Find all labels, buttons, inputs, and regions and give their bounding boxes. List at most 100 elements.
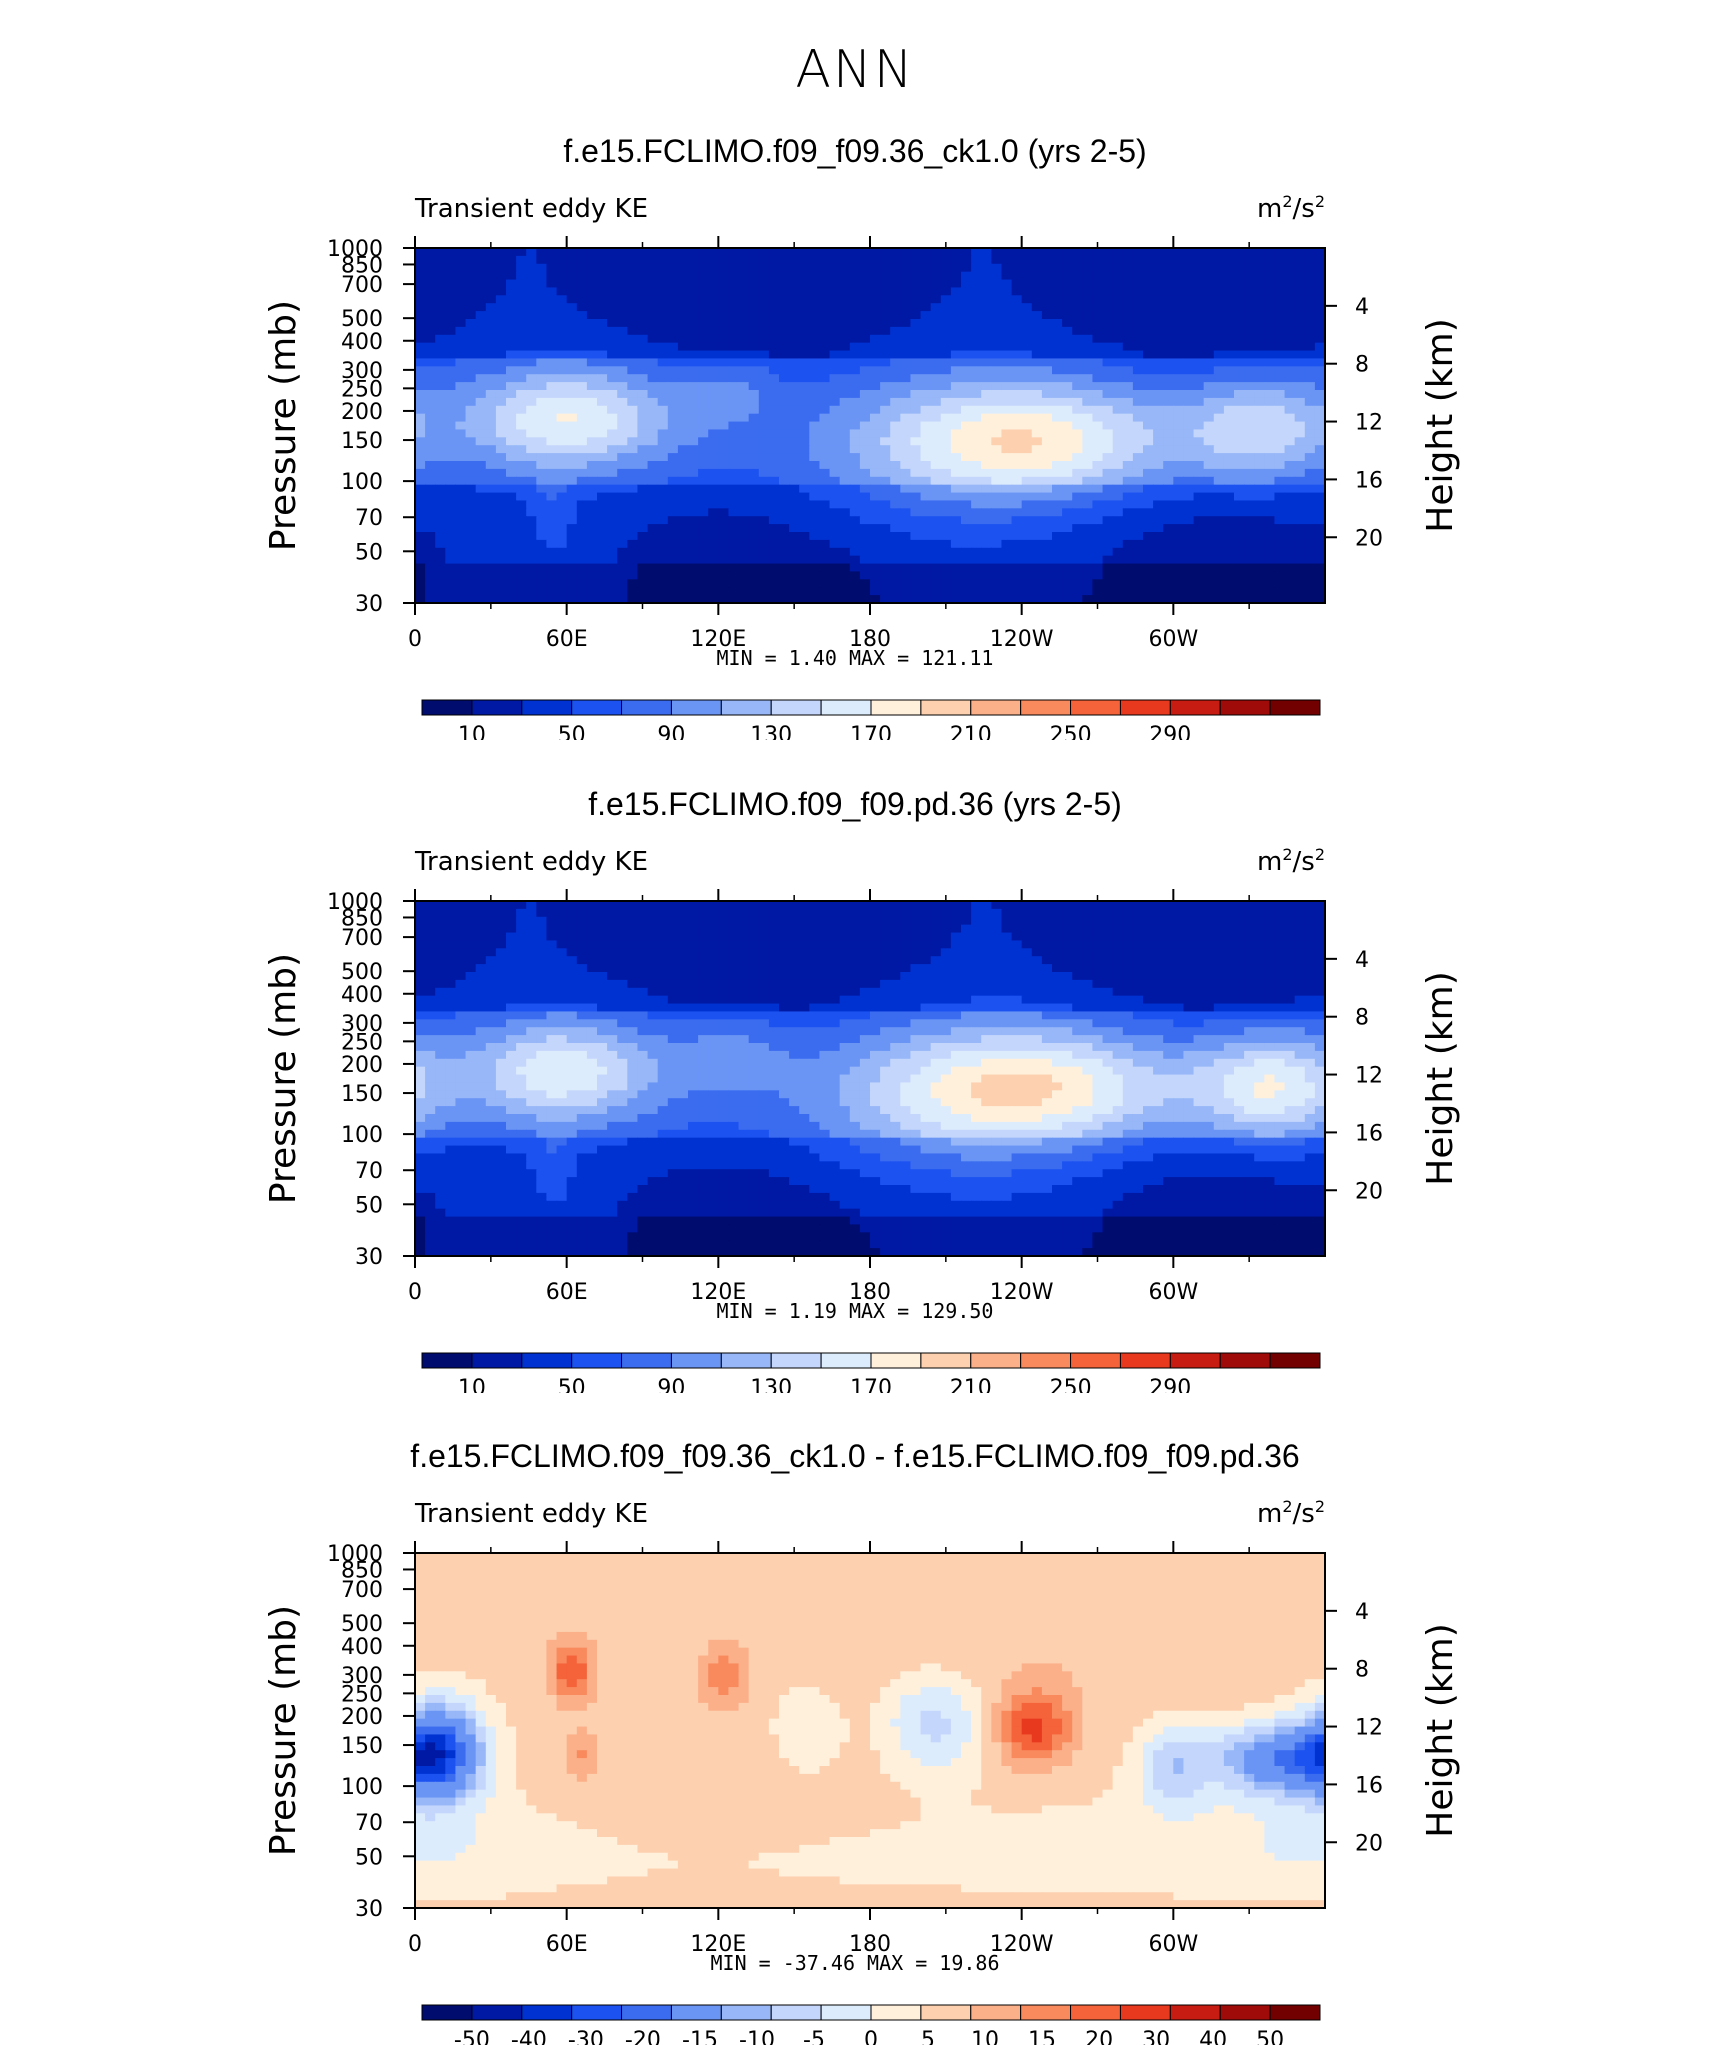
field-cell: [486, 311, 497, 319]
field-cell: [931, 429, 942, 437]
field-cell: [931, 508, 942, 516]
field-cell: [769, 374, 780, 382]
field-cell: [951, 422, 962, 430]
field-cell: [1183, 940, 1194, 948]
field-cell: [860, 358, 871, 366]
field-cell: [890, 532, 901, 540]
field-cell: [1194, 414, 1205, 422]
field-cell: [546, 571, 557, 579]
field-cell: [1315, 280, 1326, 288]
field-cell: [627, 429, 638, 437]
field-cell: [496, 445, 507, 453]
field-cell: [486, 358, 497, 366]
field-cell: [1214, 493, 1225, 501]
field-cell: [1133, 358, 1144, 366]
field-cell: [1072, 508, 1083, 516]
field-cell: [910, 287, 921, 295]
field-cell: [961, 948, 972, 956]
field-cell: [637, 287, 648, 295]
field-cell: [981, 917, 992, 925]
field-cell: [819, 500, 830, 508]
field-cell: [658, 917, 669, 925]
field-cell: [455, 422, 466, 430]
field-cell: [1001, 445, 1012, 453]
field-cell: [1001, 909, 1012, 917]
field-cell: [1295, 909, 1306, 917]
field-cell: [1224, 469, 1235, 477]
field-cell: [1214, 469, 1225, 477]
field-cell: [577, 272, 588, 280]
field-cell: [688, 461, 699, 469]
field-cell: [1153, 445, 1164, 453]
field-cell: [921, 917, 932, 925]
field-cell: [445, 398, 456, 406]
field-cell: [1103, 351, 1114, 359]
field-cell: [486, 933, 497, 941]
field-cell: [1204, 461, 1215, 469]
field-cell: [1224, 272, 1235, 280]
field-cell: [1173, 485, 1184, 493]
field-cell: [1143, 532, 1154, 540]
field-cell: [1274, 287, 1285, 295]
field-cell: [1204, 351, 1215, 359]
field-cell: [981, 516, 992, 524]
field-cell: [1254, 548, 1265, 556]
field-cell: [1285, 327, 1296, 335]
field-cell: [830, 508, 841, 516]
field-cell: [1183, 374, 1194, 382]
field-cell: [516, 556, 527, 564]
field-cell: [1173, 374, 1184, 382]
field-cell: [900, 477, 911, 485]
field-cell: [1183, 516, 1194, 524]
field-cell: [617, 524, 628, 532]
field-cell: [971, 587, 982, 595]
field-cell: [951, 524, 962, 532]
field-cell: [1092, 548, 1103, 556]
field-cell: [567, 940, 578, 948]
field-cell: [435, 343, 446, 351]
field-cell: [425, 422, 436, 430]
field-cell: [931, 524, 942, 532]
field-cell: [1133, 382, 1144, 390]
field-cell: [567, 280, 578, 288]
field-cell: [1254, 398, 1265, 406]
field-cell: [708, 469, 719, 477]
field-cell: [496, 500, 507, 508]
field-cell: [496, 972, 507, 980]
field-cell: [880, 548, 891, 556]
field-cell: [536, 437, 547, 445]
field-cell: [961, 374, 972, 382]
field-cell: [1163, 917, 1174, 925]
field-cell: [648, 327, 659, 335]
field-cell: [890, 311, 901, 319]
field-cell: [991, 485, 1002, 493]
field-cell: [1022, 587, 1033, 595]
field-cell: [1103, 540, 1114, 548]
field-cell: [991, 437, 1002, 445]
field-cell: [1183, 485, 1194, 493]
field-cell: [1052, 925, 1063, 933]
field-cell: [476, 516, 487, 524]
field-cell: [860, 956, 871, 964]
field-cell: [1163, 398, 1174, 406]
field-cell: [1123, 422, 1134, 430]
field-cell: [819, 272, 830, 280]
field-cell: [789, 933, 800, 941]
field-cell: [607, 508, 618, 516]
field-cell: [880, 940, 891, 948]
field-cell: [890, 437, 901, 445]
field-cell: [617, 571, 628, 579]
field-cell: [1315, 437, 1326, 445]
field-cell: [526, 335, 537, 343]
field-cell: [476, 414, 487, 422]
field-cell: [1254, 280, 1265, 288]
field-cell: [496, 374, 507, 382]
field-cell: [951, 556, 962, 564]
field-cell: [678, 540, 689, 548]
field-cell: [1042, 248, 1053, 256]
field-cell: [961, 548, 972, 556]
field-cell: [789, 295, 800, 303]
field-cell: [860, 493, 871, 501]
field-cell: [931, 398, 942, 406]
field-cell: [708, 264, 719, 272]
